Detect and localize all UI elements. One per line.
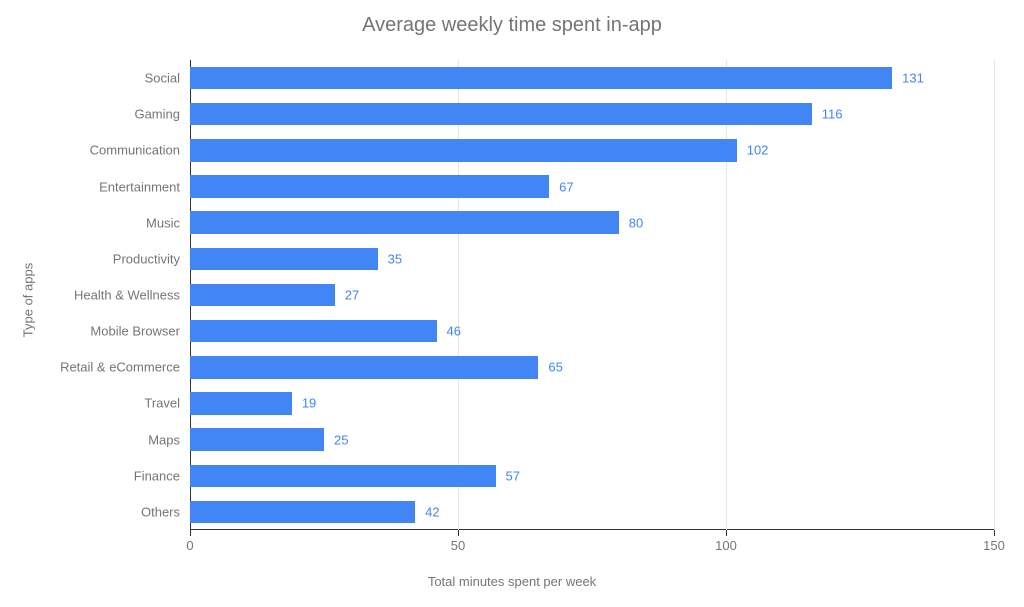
category-label: Travel	[144, 396, 190, 411]
bar	[190, 465, 496, 487]
bar-row: Finance57	[190, 465, 994, 487]
x-tick-label: 0	[186, 530, 193, 553]
bar	[190, 356, 538, 378]
bar-row: Maps25	[190, 428, 994, 450]
value-label: 102	[737, 143, 769, 158]
bar-row: Retail & eCommerce65	[190, 356, 994, 378]
category-label: Music	[146, 215, 190, 230]
value-label: 25	[324, 432, 348, 447]
category-label: Health & Wellness	[74, 287, 190, 302]
x-tick-label: 50	[451, 530, 465, 553]
bar	[190, 175, 549, 197]
bar-row: Productivity35	[190, 248, 994, 270]
bar	[190, 139, 737, 161]
category-label: Finance	[134, 468, 190, 483]
bar-row: Entertainment67	[190, 175, 994, 197]
category-label: Gaming	[134, 107, 190, 122]
category-label: Productivity	[113, 251, 190, 266]
value-label: 42	[415, 504, 439, 519]
bar-row: Mobile Browser46	[190, 320, 994, 342]
bar	[190, 103, 812, 125]
value-label: 57	[496, 468, 520, 483]
bar-row: Travel19	[190, 392, 994, 414]
bar-row: Social131	[190, 67, 994, 89]
chart-title: Average weekly time spent in-app	[0, 14, 1024, 37]
value-label: 27	[335, 287, 359, 302]
y-axis-title: Type of apps	[21, 263, 36, 337]
value-label: 116	[812, 107, 843, 122]
value-label: 131	[892, 71, 924, 86]
x-tick-label: 100	[715, 530, 737, 553]
category-label: Retail & eCommerce	[60, 360, 190, 375]
bar	[190, 211, 619, 233]
bar-row: Health & Wellness27	[190, 284, 994, 306]
x-axis-title: Total minutes spent per week	[0, 574, 1024, 589]
chart-container: Average weekly time spent in-app Type of…	[0, 0, 1024, 607]
category-label: Communication	[90, 143, 190, 158]
bar	[190, 248, 378, 270]
bar	[190, 428, 324, 450]
value-label: 67	[549, 179, 573, 194]
bar	[190, 67, 892, 89]
bar	[190, 501, 415, 523]
bar-row: Communication102	[190, 139, 994, 161]
x-axis-line	[190, 529, 994, 530]
category-label: Social	[145, 71, 190, 86]
value-label: 19	[292, 396, 316, 411]
bar-row: Music80	[190, 211, 994, 233]
bar-row: Gaming116	[190, 103, 994, 125]
value-label: 65	[538, 360, 562, 375]
bar	[190, 284, 335, 306]
value-label: 80	[619, 215, 643, 230]
x-tick-label: 150	[983, 530, 1005, 553]
value-label: 46	[437, 324, 461, 339]
category-label: Maps	[148, 432, 190, 447]
value-label: 35	[378, 251, 402, 266]
category-label: Entertainment	[99, 179, 190, 194]
bar	[190, 392, 292, 414]
bar	[190, 320, 437, 342]
bar-row: Others42	[190, 501, 994, 523]
category-label: Others	[141, 504, 190, 519]
category-label: Mobile Browser	[90, 324, 190, 339]
plot-area: 050100150Social131Gaming116Communication…	[190, 60, 994, 530]
grid-line	[994, 60, 995, 530]
